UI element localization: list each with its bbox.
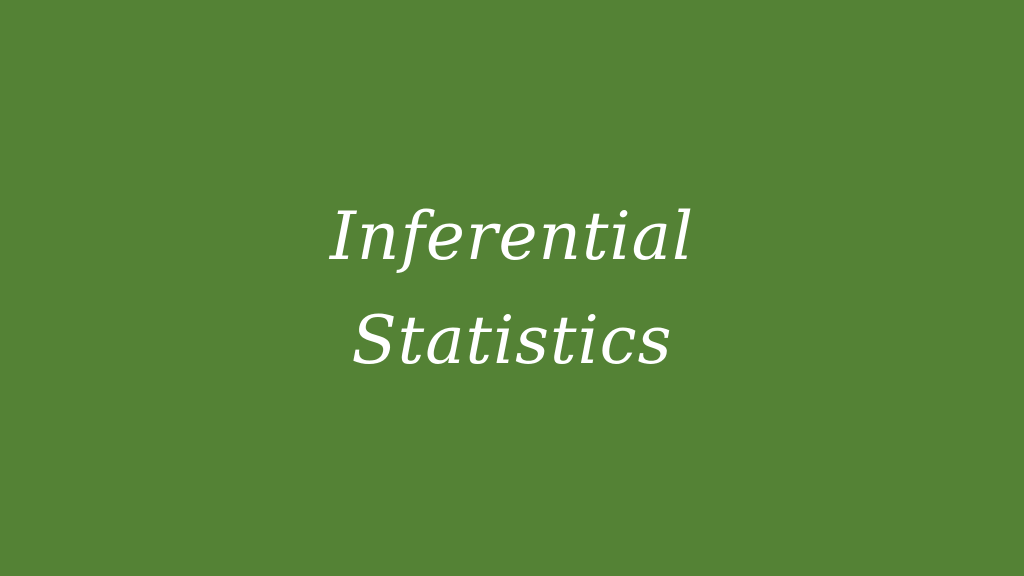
title-line-2: Statistics — [351, 302, 673, 379]
title-line-1: Inferential — [329, 198, 695, 275]
